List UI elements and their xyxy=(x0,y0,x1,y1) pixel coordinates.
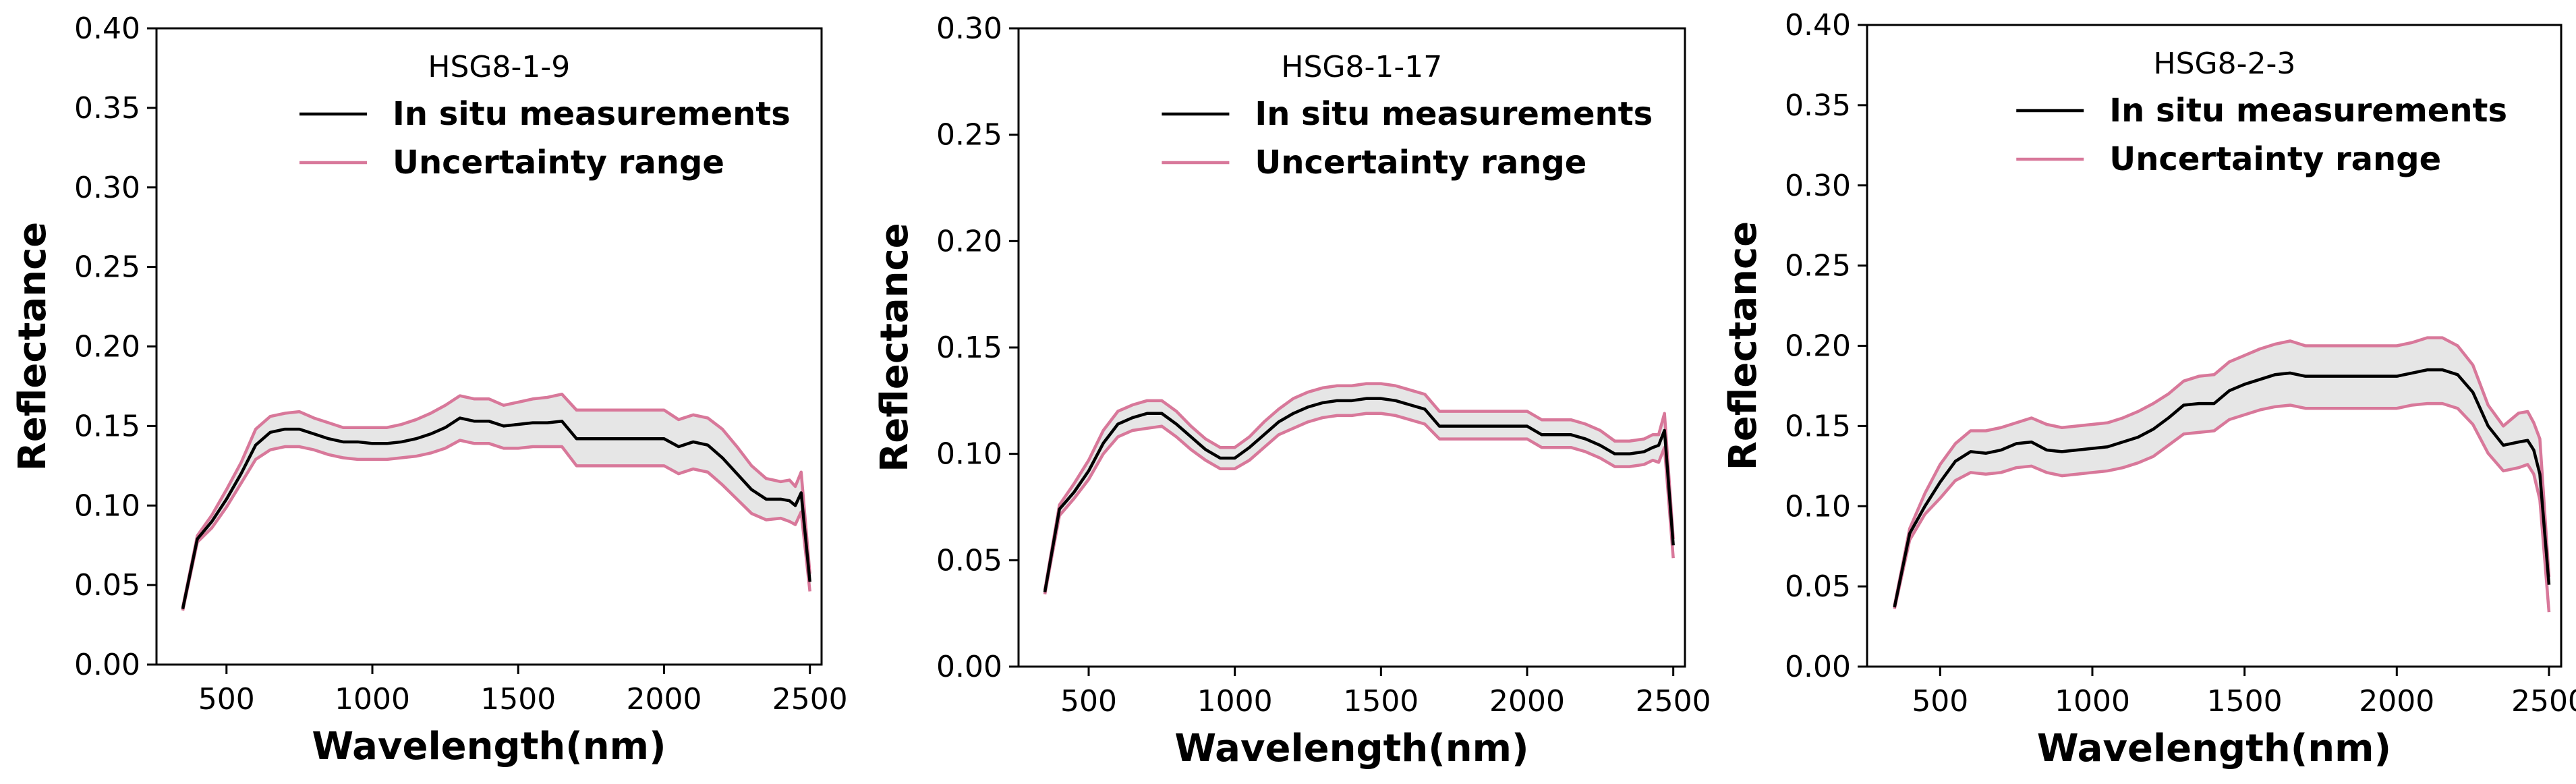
y-tick-label: 0.20 xyxy=(1785,329,1851,364)
y-tick-label: 0.00 xyxy=(74,648,140,682)
x-tick-label: 2000 xyxy=(2359,684,2434,719)
y-tick-label: 0.20 xyxy=(936,224,1002,258)
y-tick-label: 0.15 xyxy=(1785,409,1851,443)
y-tick-label: 0.25 xyxy=(1785,249,1851,283)
x-tick-label: 500 xyxy=(198,682,255,717)
measurement-line xyxy=(181,416,811,609)
uncertainty-band xyxy=(182,394,810,611)
uncertainty-upper-line xyxy=(181,392,811,608)
legend-measurement-label: In situ measurements xyxy=(2109,92,2507,130)
y-tick-label: 0.40 xyxy=(74,11,140,46)
y-axis-label: Reflectance xyxy=(873,223,917,472)
x-axis-label: Wavelength(nm) xyxy=(2037,727,2391,771)
legend-measurement-label: In situ measurements xyxy=(1255,95,1653,133)
x-tick-label: 2500 xyxy=(772,682,848,717)
chart-title: HSG8-1-17 xyxy=(1281,50,1442,84)
x-tick-label: 2000 xyxy=(1489,684,1565,719)
uncertainty-band xyxy=(1894,337,2549,613)
y-tick-label: 0.10 xyxy=(74,488,140,523)
y-axis-label: Reflectance xyxy=(1721,221,1765,470)
legend-uncertainty-label: Uncertainty range xyxy=(2109,140,2441,178)
legend-uncertainty-label: Uncertainty range xyxy=(1255,144,1586,181)
y-tick-label: 0.15 xyxy=(74,409,140,443)
y-tick-label: 0.10 xyxy=(936,437,1002,472)
y-tick-label: 0.35 xyxy=(1785,88,1851,123)
x-tick-label: 2000 xyxy=(626,682,702,717)
chart-panel-hsg8-2-3: 0.00 0.05 0.10 0.15 0.20 0.25 0.30 0.35 0.40 500 1… xyxy=(1721,8,2576,771)
y-tick-label: 0.30 xyxy=(936,11,1002,46)
x-axis-label: Wavelength(nm) xyxy=(312,725,666,768)
chart-title: HSG8-2-3 xyxy=(2154,47,2296,81)
x-tick-label: 1500 xyxy=(480,682,556,717)
chart-title: HSG8-1-9 xyxy=(428,50,570,84)
y-tick-label: 0.20 xyxy=(74,330,140,364)
y-tick-label: 0.05 xyxy=(1785,569,1851,604)
chart-panel-hsg8-1-17: 0.00 0.05 0.10 0.15 0.20 0.25 0.30 500 1000 1500 2… xyxy=(873,11,1711,771)
y-tick-label: 0.15 xyxy=(936,331,1002,365)
y-tick-label: 0.40 xyxy=(1785,8,1851,43)
uncertainty-upper-line xyxy=(1893,336,2551,607)
y-tick-label: 0.05 xyxy=(936,543,1002,578)
y-tick-label: 0.25 xyxy=(936,118,1002,152)
x-tick-label: 500 xyxy=(1060,684,1117,719)
x-tick-label: 1000 xyxy=(335,682,410,717)
legend-measurement-label: In situ measurements xyxy=(393,95,791,133)
x-tick-label: 1000 xyxy=(1197,684,1273,719)
uncertainty-lower-line xyxy=(181,439,811,611)
x-tick-label: 1500 xyxy=(2207,684,2283,719)
x-tick-label: 1000 xyxy=(2055,684,2130,719)
x-tick-label: 2500 xyxy=(1636,684,1711,719)
uncertainty-upper-line xyxy=(1043,382,1675,590)
y-tick-label: 0.00 xyxy=(1785,650,1851,684)
y-tick-label: 0.25 xyxy=(74,250,140,285)
y-axis-label: Reflectance xyxy=(11,222,55,471)
y-tick-label: 0.30 xyxy=(1785,169,1851,203)
x-tick-label: 500 xyxy=(1912,684,1968,719)
chart-panel-hsg8-1-9: 0.00 0.05 0.10 0.15 0.20 0.25 0.30 0.35 0.40 500 1… xyxy=(11,11,848,768)
uncertainty-lower-line xyxy=(1043,412,1675,595)
legend-uncertainty-label: Uncertainty range xyxy=(393,144,724,181)
y-tick-label: 0.10 xyxy=(1785,489,1851,524)
x-axis-label: Wavelength(nm) xyxy=(1174,727,1528,771)
y-tick-label: 0.05 xyxy=(74,568,140,603)
y-tick-label: 0.35 xyxy=(74,91,140,125)
measurement-line xyxy=(1043,397,1675,593)
x-tick-label: 1500 xyxy=(1343,684,1419,719)
y-tick-label: 0.00 xyxy=(936,650,1002,684)
measurement-line xyxy=(1893,368,2551,608)
uncertainty-lower-line xyxy=(1893,401,2551,613)
y-tick-label: 0.30 xyxy=(74,171,140,205)
x-tick-label: 2500 xyxy=(2511,684,2576,719)
